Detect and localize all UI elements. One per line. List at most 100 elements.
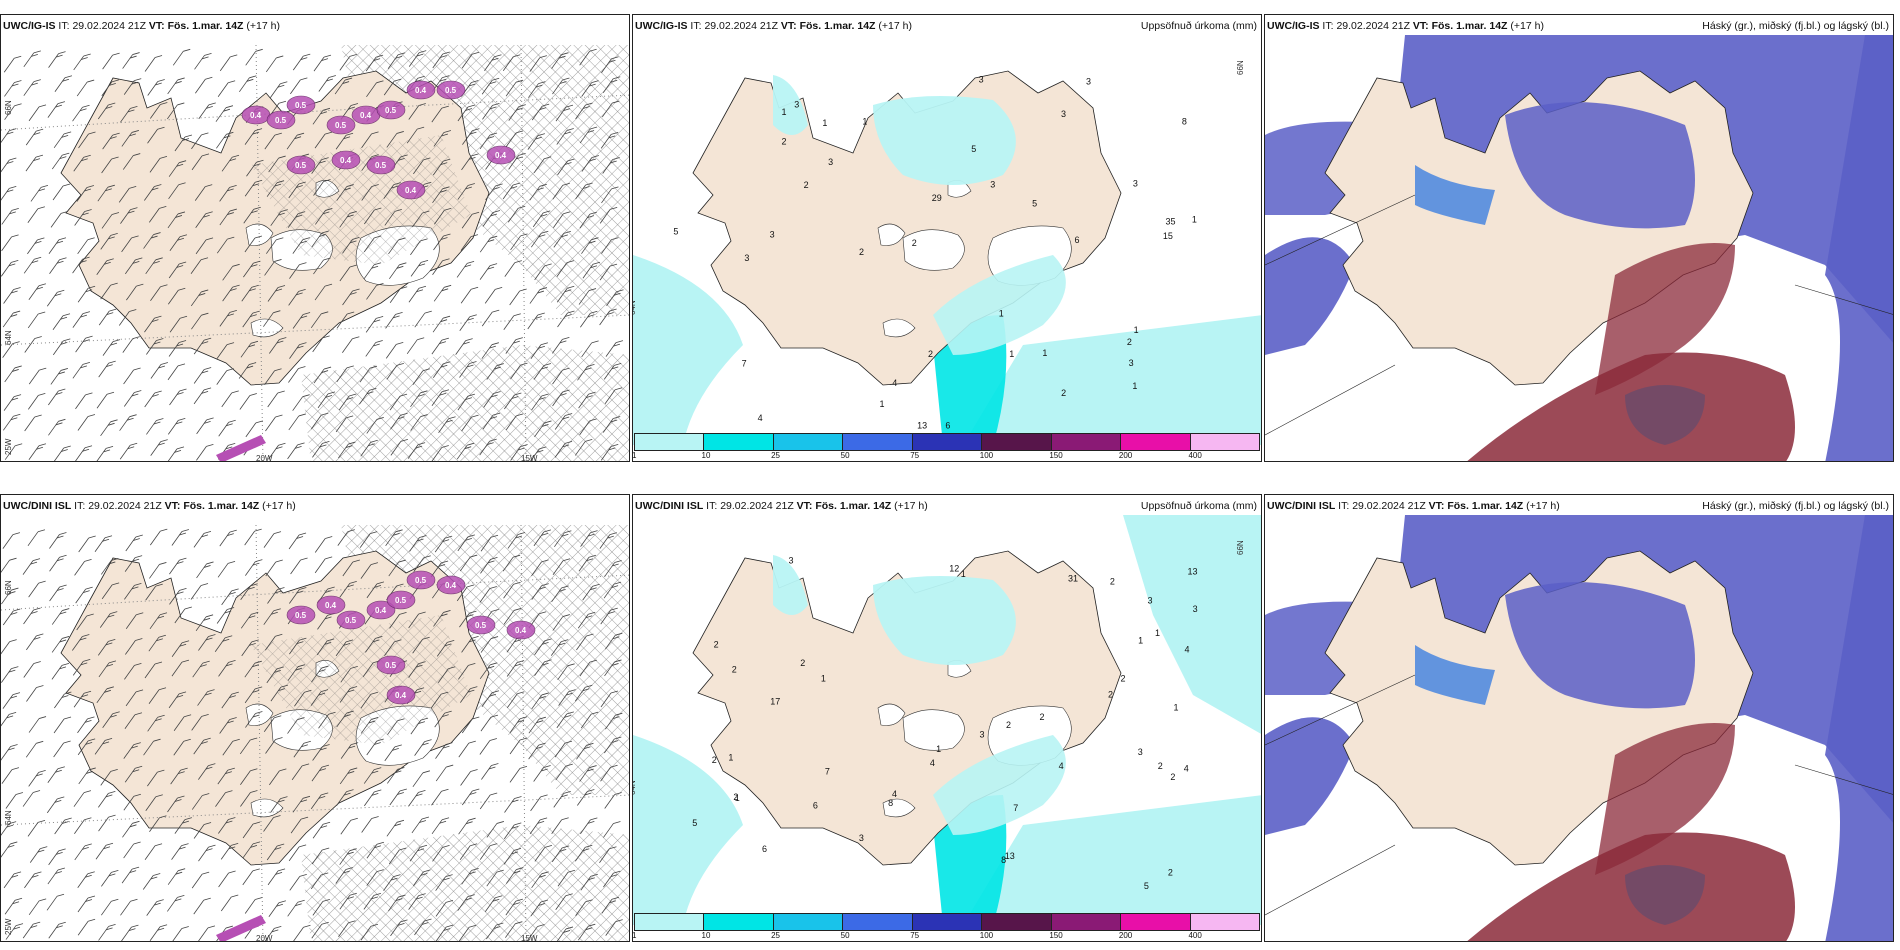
map-panel-top-left: 66N 64N 25W 20W 15W 0.4 0.5 0.5 0.5 0.4 0.5 0.4 0.5 0… [0, 14, 630, 462]
wind-barb [531, 393, 549, 411]
value-label: 0.4 [340, 156, 352, 165]
precip-value-label: 1 [1174, 702, 1179, 712]
hatched-region [301, 345, 629, 461]
glacier [882, 798, 916, 818]
value-label: 0.5 [475, 621, 487, 630]
wind-barb [198, 102, 216, 120]
colorbar-label: 25 [771, 451, 781, 460]
glacier [877, 703, 906, 726]
wind-barb [1, 185, 17, 201]
wind-barb [505, 79, 524, 97]
wind-barb [23, 256, 42, 274]
valid-time: Fös. 1.mar. 14Z [1447, 500, 1524, 512]
wind-barb [339, 53, 357, 71]
model-name: UWC/DINI ISL [3, 500, 72, 512]
wind-barb [4, 80, 22, 97]
wind-barb [552, 77, 570, 95]
precip-value-label: 4 [1059, 761, 1064, 771]
panel-subtitle: Uppsöfnuð úrkoma (mm) [1140, 20, 1257, 32]
wind-barb [242, 868, 260, 886]
wind-barb [603, 362, 622, 380]
wind-barb [508, 104, 526, 121]
wind-barb [335, 415, 354, 433]
wind-barb [98, 660, 117, 678]
wind-barb [119, 442, 138, 460]
colorbar-swatch [982, 914, 1052, 930]
grid-label: 66N [4, 100, 13, 115]
wind-barb [336, 184, 354, 201]
wind-barb [431, 389, 450, 406]
wind-barb [47, 867, 65, 885]
wind-barb [267, 285, 286, 302]
wind-barb [123, 367, 141, 385]
wind-speed-cell [286, 95, 316, 115]
wind-barb [169, 234, 188, 252]
wind-barb [534, 659, 552, 676]
wind-barb [216, 342, 235, 359]
wind-barb [334, 77, 353, 95]
wind-barb [602, 416, 621, 433]
wind-barb [28, 104, 47, 122]
wind-barb [310, 792, 329, 810]
wind-barb [150, 102, 168, 119]
wind-barb [554, 530, 572, 548]
wind-barb [101, 79, 119, 97]
map-precip: 66N64N2123215763125243442223224331112221… [633, 515, 1261, 925]
colorbar-label: 1 [632, 451, 637, 460]
wind-barb [509, 716, 528, 733]
wind-barb [557, 310, 575, 328]
high-cloud [1825, 515, 1893, 941]
wind-barb [215, 790, 233, 807]
colorbar-swatch [635, 914, 705, 930]
wind-speed-cell [366, 600, 396, 620]
wind-barb [480, 556, 498, 574]
wind-barb [462, 128, 480, 145]
wind-barb [581, 80, 599, 97]
wind-barb [98, 308, 117, 326]
value-label: 0.4 [325, 601, 337, 610]
wind-barb [4, 365, 22, 383]
grid-label: 64N [633, 300, 637, 315]
wind-barb [125, 534, 143, 552]
wind-barb [574, 684, 593, 702]
wind-barb [217, 80, 236, 97]
precip-value-label: 6 [1074, 235, 1079, 245]
wind-barb [389, 393, 408, 411]
wind-barb [100, 282, 118, 300]
wind-barb [604, 560, 622, 577]
wind-speed-cell [336, 610, 366, 630]
wind-barb [430, 560, 449, 578]
precip-value-label: 5 [971, 144, 976, 154]
wind-barb [263, 608, 281, 625]
wind-barb [27, 820, 46, 837]
wind-barb [292, 312, 311, 329]
wind-barb [46, 796, 65, 814]
wind-barb [291, 763, 310, 781]
wind-barb [147, 79, 165, 96]
wind-barb [555, 763, 573, 781]
panel-header: UWC/IG-IS IT: 29.02.2024 21Z VT: Fös. 1.… [3, 20, 280, 32]
wind-barb [385, 341, 404, 359]
wind-barb [270, 684, 289, 702]
wind-barb [174, 817, 192, 834]
colorbar-swatch [704, 434, 774, 450]
wind-barb [486, 869, 504, 887]
wind-barb [97, 102, 116, 120]
wind-barb [98, 360, 116, 378]
wind-barb [219, 309, 237, 327]
wind-barb [289, 262, 307, 279]
low-cloud [1595, 243, 1735, 395]
wind-barb [193, 387, 212, 405]
wind-barb [479, 132, 498, 150]
wind-barb [503, 822, 522, 840]
wind-barb [26, 685, 44, 702]
panel-header: UWC/DINI ISL IT: 29.02.2024 21Z VT: Fös.… [1267, 500, 1560, 512]
wind-barb [267, 587, 285, 604]
wind-barb [268, 155, 286, 173]
wind-barb [194, 52, 212, 70]
wind-barb [22, 790, 41, 807]
wind-barb [122, 336, 140, 353]
wind-barb [366, 283, 384, 300]
init-time: 29.02.2024 21Z [1336, 20, 1410, 32]
wind-barb [292, 237, 310, 254]
